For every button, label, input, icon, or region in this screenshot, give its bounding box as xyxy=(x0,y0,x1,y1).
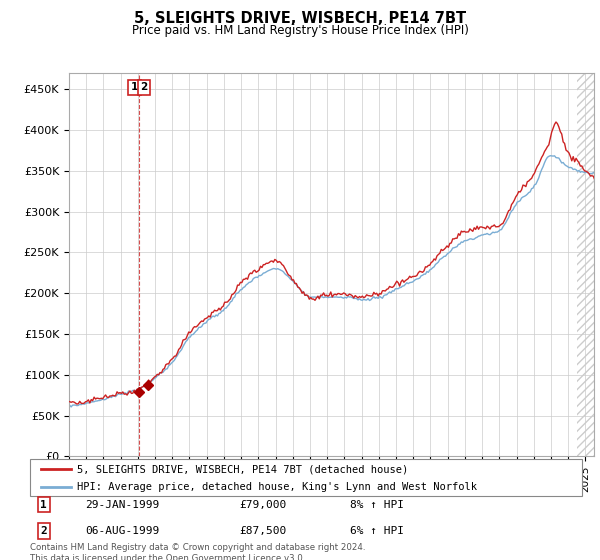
Text: Contains HM Land Registry data © Crown copyright and database right 2024.
This d: Contains HM Land Registry data © Crown c… xyxy=(30,543,365,560)
Text: 1: 1 xyxy=(131,82,138,92)
Text: 29-JAN-1999: 29-JAN-1999 xyxy=(85,500,160,510)
Text: £79,000: £79,000 xyxy=(240,500,287,510)
Text: 06-AUG-1999: 06-AUG-1999 xyxy=(85,526,160,536)
FancyBboxPatch shape xyxy=(30,459,582,496)
Text: HPI: Average price, detached house, King's Lynn and West Norfolk: HPI: Average price, detached house, King… xyxy=(77,482,477,492)
Text: 8% ↑ HPI: 8% ↑ HPI xyxy=(350,500,404,510)
Text: 2: 2 xyxy=(40,526,47,536)
Text: 1: 1 xyxy=(40,500,47,510)
Text: Price paid vs. HM Land Registry's House Price Index (HPI): Price paid vs. HM Land Registry's House … xyxy=(131,24,469,36)
Text: £87,500: £87,500 xyxy=(240,526,287,536)
Text: 5, SLEIGHTS DRIVE, WISBECH, PE14 7BT: 5, SLEIGHTS DRIVE, WISBECH, PE14 7BT xyxy=(134,11,466,26)
Text: 6% ↑ HPI: 6% ↑ HPI xyxy=(350,526,404,536)
Text: 2: 2 xyxy=(140,82,148,92)
Text: 5, SLEIGHTS DRIVE, WISBECH, PE14 7BT (detached house): 5, SLEIGHTS DRIVE, WISBECH, PE14 7BT (de… xyxy=(77,464,408,474)
